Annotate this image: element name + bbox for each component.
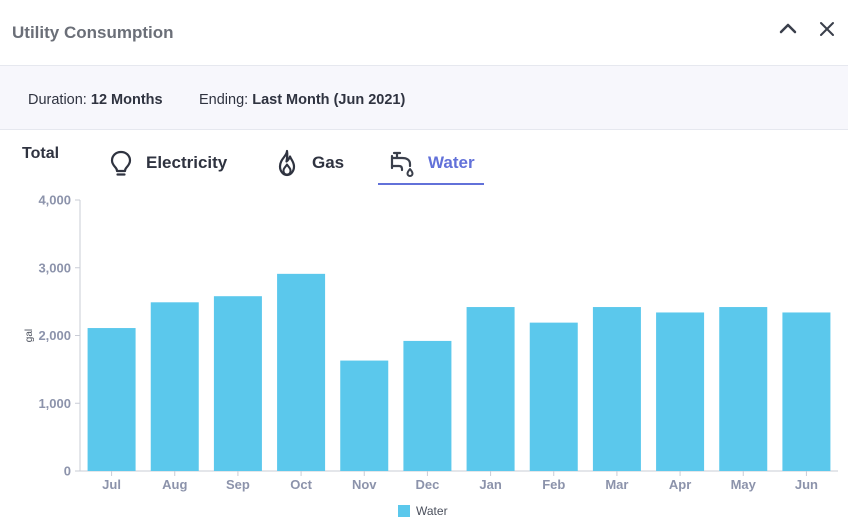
y-tick-label: 0 <box>64 464 71 479</box>
y-axis-label: gal <box>24 329 35 342</box>
tab-water-label: Water <box>428 153 475 172</box>
legend-label-water: Water <box>416 504 448 518</box>
x-tick-label: Aug <box>162 477 187 492</box>
legend-swatch-water <box>398 505 410 517</box>
x-tick-label: Oct <box>290 477 312 492</box>
bar-sep <box>213 296 262 471</box>
bar-apr <box>656 312 705 471</box>
active-tab-indicator <box>378 183 484 185</box>
close-button[interactable] <box>815 17 839 41</box>
bar-jun <box>782 312 831 471</box>
x-tick-label: Jul <box>102 477 121 492</box>
faucet-icon <box>390 151 414 177</box>
filter-bar: Duration: 12 Months Ending: Last Month (… <box>0 66 848 130</box>
bar-nov <box>340 360 389 471</box>
ending-label: Ending: <box>199 92 249 108</box>
y-tick-label: 3,000 <box>38 260 71 275</box>
x-tick-label: Jan <box>479 477 501 492</box>
x-tick-label: May <box>731 477 757 492</box>
duration-label: Duration: <box>28 92 87 108</box>
x-tick-label: Jun <box>795 477 818 492</box>
water-consumption-chart: 0 1,000 2,000 3,000 4,000 gal Jul Aug Sep Oct Nov D… <box>24 193 838 492</box>
y-tick-label: 4,000 <box>38 193 71 208</box>
y-tick-label: 2,000 <box>38 328 71 343</box>
chart-legend[interactable]: Water <box>398 504 448 518</box>
lightbulb-icon <box>110 150 132 176</box>
x-tick-label: Sep <box>226 477 250 492</box>
tab-gas-label: Gas <box>312 153 345 172</box>
bar-jul <box>87 328 136 471</box>
bar-jan <box>466 307 515 471</box>
bar-aug <box>150 302 199 471</box>
tab-water[interactable]: Water <box>388 140 475 186</box>
tab-electricity-label: Electricity <box>146 153 228 172</box>
x-tick-label: Mar <box>605 477 628 492</box>
tab-electricity[interactable]: Electricity <box>106 140 227 186</box>
total-label: Total <box>22 145 60 162</box>
bar-feb <box>529 322 578 471</box>
bar-dec <box>403 340 452 471</box>
panel-header: Utility Consumption <box>0 0 848 66</box>
bar-mar <box>592 307 641 471</box>
close-icon <box>820 22 834 36</box>
duration-value: 12 Months <box>90 92 163 108</box>
tab-gas[interactable]: Gas <box>272 140 344 186</box>
collapse-button[interactable] <box>776 17 800 41</box>
y-tick-label: 1,000 <box>38 396 71 411</box>
panel-title: Utility Consumption <box>12 23 174 42</box>
x-tick-label: Apr <box>669 477 691 492</box>
chevron-up-icon <box>779 23 797 34</box>
duration-filter[interactable]: Duration: 12 Months <box>28 92 163 108</box>
x-tick-label: Feb <box>542 477 565 492</box>
flame-icon <box>278 149 296 177</box>
bar-may <box>719 307 768 471</box>
bar-oct <box>277 273 326 471</box>
ending-filter[interactable]: Ending: Last Month (Jun 2021) <box>199 92 405 108</box>
x-tick-label: Dec <box>415 477 439 492</box>
ending-value: Last Month (Jun 2021) <box>252 92 406 108</box>
x-tick-label: Nov <box>352 477 377 492</box>
